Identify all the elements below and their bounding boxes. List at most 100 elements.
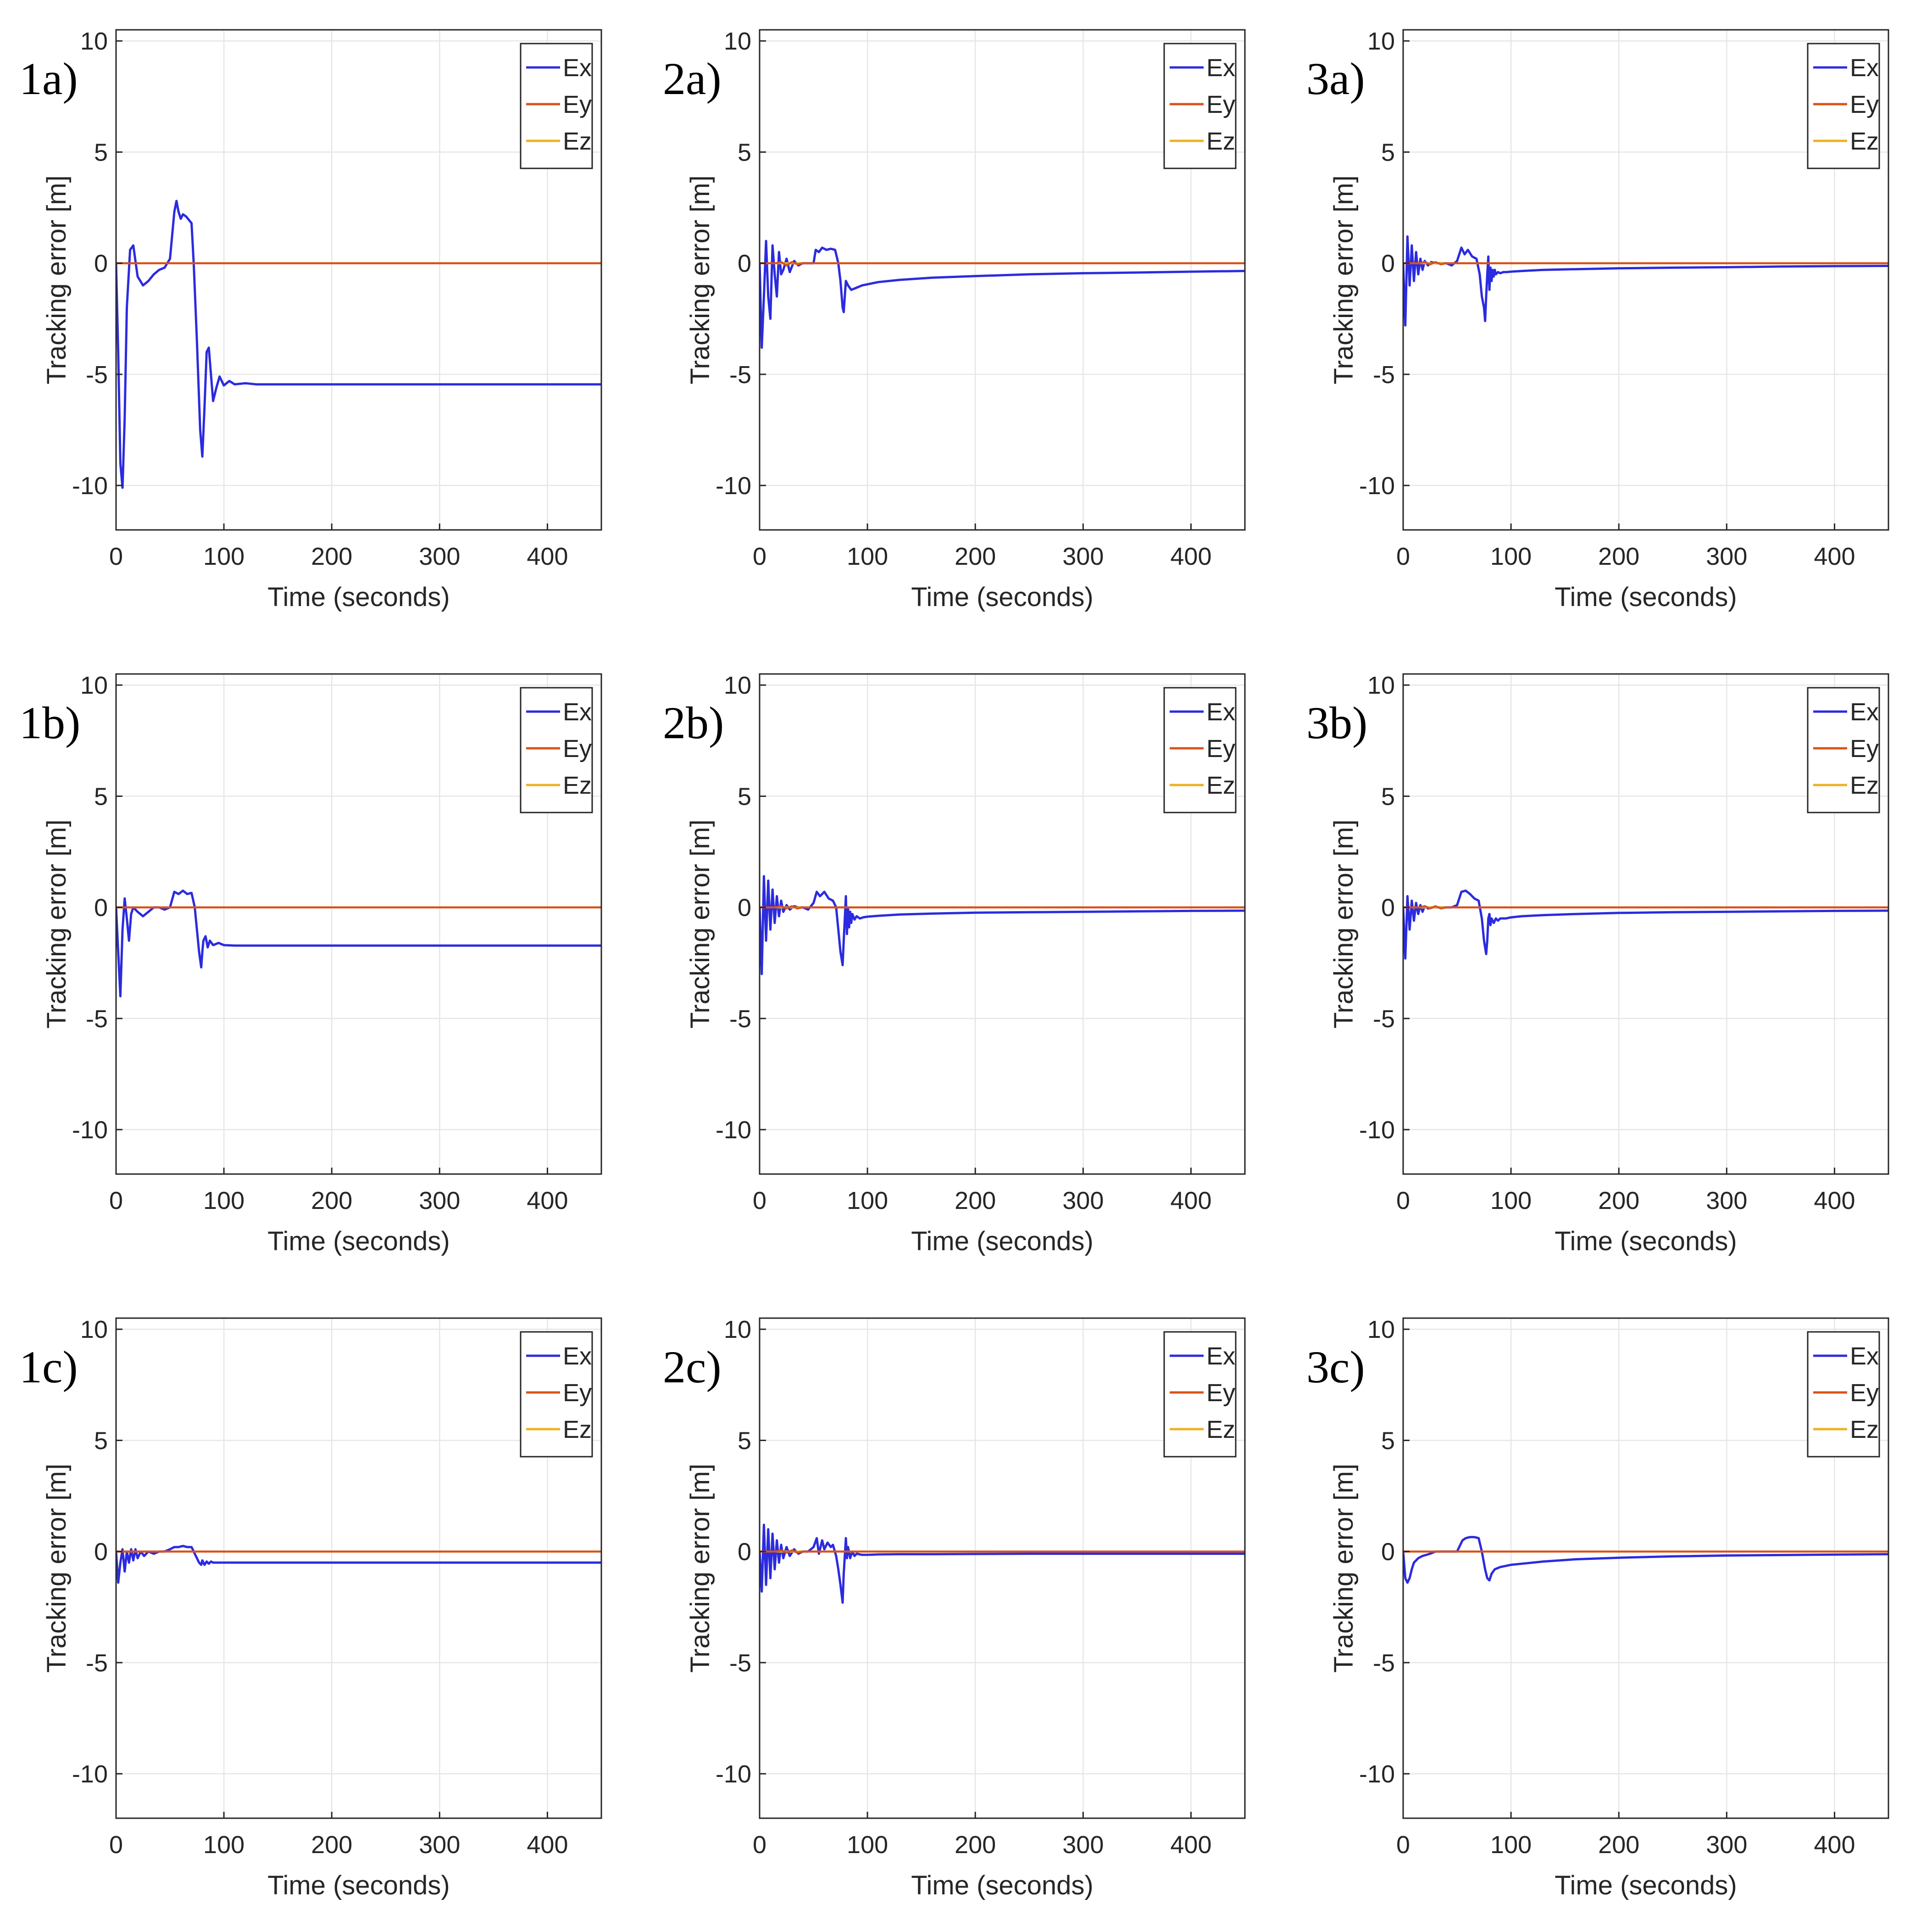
legend: Ex Ey Ez <box>1807 43 1880 169</box>
y-tick-label: -5 <box>86 1649 108 1677</box>
y-tick-label: 10 <box>724 672 751 699</box>
x-tick-label: 200 <box>311 543 352 570</box>
x-tick-label: 400 <box>527 1187 568 1214</box>
legend-label-ey: Ey <box>1206 735 1235 763</box>
legend-label-ez: Ez <box>1850 128 1879 155</box>
legend-label-ey: Ey <box>563 1379 592 1407</box>
y-axis-title: Tracking error [m] <box>685 819 715 1028</box>
axes-frame <box>115 673 602 1175</box>
legend-label-ey: Ey <box>1850 91 1879 118</box>
legend: Ex Ey Ez <box>1163 687 1237 813</box>
legend-label-ez: Ez <box>1850 772 1879 799</box>
y-tick-label: 0 <box>1381 894 1395 922</box>
x-tick-label: 100 <box>1490 1187 1532 1214</box>
y-tick-label: -5 <box>729 1649 751 1677</box>
grid-lines <box>1403 1318 1888 1818</box>
legend-label-ey: Ey <box>1850 735 1879 763</box>
panel-label: 3a) <box>1306 53 1365 104</box>
legend-label-ex: Ex <box>563 1342 592 1370</box>
legend-label-ey: Ey <box>563 91 592 118</box>
y-axis-title: Tracking error [m] <box>42 819 72 1028</box>
y-tick-label: 10 <box>1367 672 1395 699</box>
legend-label-ey: Ey <box>1850 1379 1879 1407</box>
y-tick-label: 0 <box>738 1538 751 1566</box>
legend: Ex Ey Ez <box>1163 1331 1237 1458</box>
x-tick-label: 0 <box>109 1831 123 1859</box>
y-tick-label: -5 <box>1373 1649 1395 1677</box>
y-tick-label: -5 <box>729 1005 751 1033</box>
legend-label-ey: Ey <box>1206 1379 1235 1407</box>
legend-label-ex: Ex <box>1850 1342 1879 1370</box>
x-tick-label: 300 <box>1706 543 1747 570</box>
y-tick-label: -5 <box>1373 1005 1395 1033</box>
x-tick-label: 0 <box>1396 1831 1410 1859</box>
series-line-ey <box>1403 905 1888 910</box>
legend-box <box>520 687 593 813</box>
subplot-2c: 0 100 200 300 400 -10 -5 0 5 10 Time (seconds) Trac… <box>663 1316 1246 1900</box>
x-tick-label: 100 <box>847 543 888 570</box>
y-tick-label: 10 <box>724 1316 751 1343</box>
legend-label-ez: Ez <box>563 1416 592 1443</box>
y-tick-label: 5 <box>738 1427 751 1454</box>
x-tick-label: 200 <box>955 543 996 570</box>
x-tick-label: 400 <box>1170 1831 1211 1859</box>
y-tick-label: 10 <box>80 28 108 55</box>
series-line-ey <box>760 261 1245 267</box>
y-tick-label: 0 <box>738 894 751 922</box>
x-axis-title: Time (seconds) <box>911 1226 1094 1256</box>
x-tick-label: 0 <box>109 543 123 570</box>
panel-label: 1b) <box>19 697 80 748</box>
series-line-ey <box>1403 261 1888 266</box>
x-tick-label: 100 <box>203 1831 244 1859</box>
legend-label-ex: Ex <box>1850 54 1879 82</box>
x-tick-label: 200 <box>955 1187 996 1214</box>
x-axis-title: Time (seconds) <box>1555 1871 1737 1900</box>
x-tick-label: 300 <box>1062 543 1104 570</box>
panel-label: 3c) <box>1306 1342 1365 1392</box>
y-tick-label: -10 <box>716 1760 751 1788</box>
panel-label: 2a) <box>663 53 722 104</box>
x-tick-label: 0 <box>753 1187 766 1214</box>
y-tick-label: 0 <box>94 894 108 922</box>
y-tick-label: 0 <box>94 1538 108 1566</box>
y-axis-title: Tracking error [m] <box>685 1464 715 1672</box>
subplot-3c: 0 100 200 300 400 -10 -5 0 5 10 Time (seconds) Trac… <box>1306 1316 1889 1900</box>
legend: Ex Ey Ez <box>1807 1331 1880 1458</box>
y-tick-label: -10 <box>72 1116 108 1144</box>
x-tick-label: 400 <box>1170 543 1211 570</box>
x-tick-label: 0 <box>109 1187 123 1214</box>
legend: Ex Ey Ez <box>1807 687 1880 813</box>
y-tick-label: -5 <box>86 361 108 389</box>
x-tick-label: 100 <box>1490 1831 1532 1859</box>
y-tick-label: 0 <box>94 250 108 278</box>
x-tick-label: 100 <box>1490 543 1532 570</box>
y-tick-label: 5 <box>738 139 751 166</box>
subplot-1b: 0 100 200 300 400 -10 -5 0 5 10 Time (seconds) Trac… <box>19 672 602 1256</box>
legend-label-ex: Ex <box>1206 698 1235 726</box>
x-axis-title: Time (seconds) <box>267 1226 450 1256</box>
y-tick-label: -10 <box>72 472 108 500</box>
series-line-ex <box>760 239 1245 349</box>
x-tick-label: 0 <box>753 1831 766 1859</box>
y-axis-title: Tracking error [m] <box>1329 175 1359 384</box>
y-tick-label: -5 <box>86 1005 108 1033</box>
y-tick-label: -10 <box>1359 1760 1395 1788</box>
y-tick-label: -5 <box>729 361 751 389</box>
legend-box <box>520 1331 593 1458</box>
x-tick-label: 100 <box>203 1187 244 1214</box>
x-axis-title: Time (seconds) <box>911 1871 1094 1900</box>
series-line-ex <box>760 1524 1245 1604</box>
x-tick-label: 0 <box>1396 543 1410 570</box>
legend-label-ex: Ex <box>1206 54 1235 82</box>
panel-label: 1a) <box>19 53 78 104</box>
panel-label: 3b) <box>1306 697 1367 748</box>
legend-label-ex: Ex <box>1206 1342 1235 1370</box>
y-tick-label: -10 <box>1359 1116 1395 1144</box>
x-axis-title: Time (seconds) <box>911 582 1094 612</box>
x-axis-title: Time (seconds) <box>1555 582 1737 612</box>
x-tick-label: 0 <box>1396 1187 1410 1214</box>
legend-box <box>520 43 593 169</box>
x-tick-label: 300 <box>1062 1187 1104 1214</box>
x-tick-label: 300 <box>1706 1831 1747 1859</box>
x-tick-label: 200 <box>955 1831 996 1859</box>
